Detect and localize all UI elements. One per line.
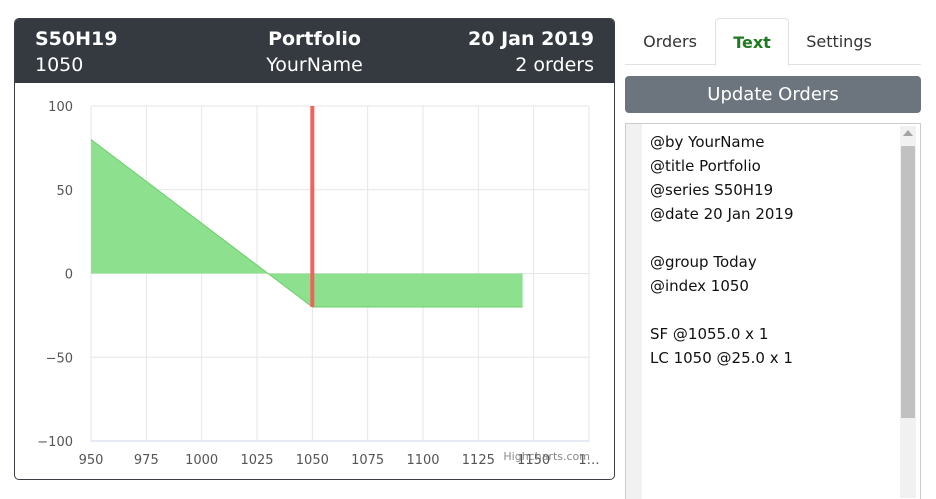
y-tick-label: −100 (37, 435, 73, 450)
tab-text[interactable]: Text (715, 18, 789, 66)
portfolio-card: S50H19 Portfolio 20 Jan 2019 1050 YourNa… (14, 18, 615, 480)
scroll-up-icon[interactable] (903, 130, 913, 136)
portfolio-date: 20 Jan 2019 (468, 28, 594, 50)
card-header: S50H19 Portfolio 20 Jan 2019 1050 YourNa… (15, 19, 614, 83)
editor-gutter (626, 124, 642, 499)
index-value: 1050 (35, 54, 84, 76)
x-tick-label: 1… (578, 453, 599, 468)
y-tick-label: −50 (46, 351, 73, 366)
update-orders-button[interactable]: Update Orders (625, 76, 921, 113)
payoff-chart[interactable]: 100 50 0 −50 −100 950 975 1000 1025 1050 1075 1100 1… (15, 83, 614, 479)
portfolio-title: Portfolio (268, 28, 361, 50)
x-tick-label: 1075 (351, 453, 384, 468)
tab-settings[interactable]: Settings (806, 32, 872, 51)
payoff-line (90, 139, 523, 308)
tab-orders[interactable]: Orders (643, 32, 697, 51)
scrollbar-thumb[interactable] (901, 146, 915, 418)
x-tick-label: 1150 (517, 453, 550, 468)
editor-scrollbar[interactable] (900, 126, 916, 498)
x-tick-label: 1050 (296, 453, 329, 468)
payoff-area (91, 139, 523, 307)
x-tick-label: 975 (134, 453, 159, 468)
order-text-editor[interactable]: @by YourName @title Portfolio @series S5… (625, 123, 921, 499)
author-name: YourName (266, 54, 363, 76)
x-tick-label: 1000 (185, 453, 218, 468)
x-tick-label: 1025 (240, 453, 273, 468)
x-tick-label: 950 (79, 453, 104, 468)
order-count: 2 orders (515, 54, 594, 76)
y-tick-label: 0 (65, 268, 73, 283)
y-tick-label: 100 (48, 100, 73, 115)
tab-bar: Orders Text Settings (625, 18, 921, 66)
x-tick-label: 1125 (462, 453, 495, 468)
editor-content[interactable]: @by YourName @title Portfolio @series S5… (650, 133, 794, 367)
x-tick-label: 1100 (406, 453, 439, 468)
series-name: S50H19 (35, 28, 118, 50)
chart-credit[interactable]: Highcharts.com (503, 450, 590, 463)
y-tick-label: 50 (56, 184, 73, 199)
